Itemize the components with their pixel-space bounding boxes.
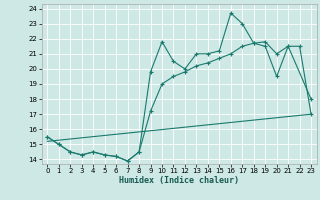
X-axis label: Humidex (Indice chaleur): Humidex (Indice chaleur): [119, 176, 239, 185]
